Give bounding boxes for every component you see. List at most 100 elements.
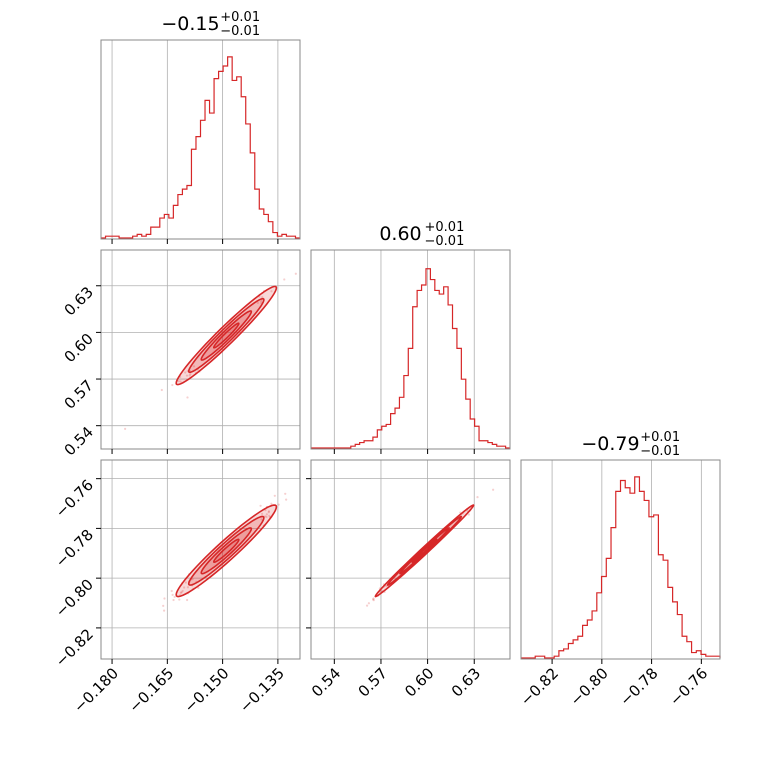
- sample-point: [171, 593, 174, 596]
- sample-point: [261, 512, 264, 515]
- joint-panel-1-2: 0.54 0.57 0.60 0.63: [306, 459, 511, 701]
- histogram-step-line: [521, 476, 721, 659]
- sample-point: [171, 383, 174, 387]
- sample-point: [192, 365, 196, 368]
- sample-point: [162, 609, 166, 612]
- sample-point: [185, 374, 189, 377]
- x-tick-label: −0.135: [236, 664, 288, 716]
- x-tick-label: −0.76: [666, 664, 711, 709]
- sample-point: [180, 591, 183, 594]
- joint-density: [124, 272, 297, 431]
- sample-point: [265, 515, 268, 519]
- x-tick-label: −0.180: [70, 664, 122, 716]
- sample-point: [372, 599, 375, 602]
- title-plus-error: +0.01: [425, 220, 465, 235]
- panel-border: [310, 459, 511, 660]
- sample-point: [181, 589, 184, 593]
- panel-background: [101, 40, 300, 239]
- density-contour: [212, 538, 240, 564]
- sample-point: [372, 597, 375, 600]
- panel-border: [520, 459, 721, 660]
- sample-point: [191, 578, 194, 581]
- sample-point: [260, 518, 263, 521]
- joint-panel-0-2: −0.180 −0.165 −0.150 −0.135 −0.82 −0.80−0.78 −…: [52, 459, 301, 716]
- panel-border: [310, 249, 511, 450]
- sample-point: [185, 598, 189, 602]
- sample-point: [163, 597, 166, 600]
- sample-point: [492, 488, 495, 491]
- x-tick-label: −0.78: [616, 664, 661, 709]
- parameter-title: −0.15: [161, 13, 219, 35]
- sample-point: [162, 604, 165, 607]
- density-contour: [187, 515, 265, 586]
- panel-background: [521, 460, 720, 659]
- parameter-title: −0.79: [581, 433, 639, 455]
- title-minus-error: −0.01: [220, 24, 260, 39]
- x-tick-label: 0.60: [401, 664, 437, 700]
- title-plus-error: +0.01: [220, 10, 260, 25]
- sample-point: [259, 300, 263, 303]
- x-tick-label: −0.150: [181, 664, 233, 716]
- sample-point: [256, 301, 259, 305]
- sample-point: [371, 598, 375, 601]
- x-tick-label: −0.80: [567, 664, 612, 709]
- sample-point: [467, 513, 470, 516]
- parameter-title: 0.60: [379, 223, 421, 245]
- histogram-step-line: [311, 268, 510, 449]
- y-tick-label: 0.57: [61, 376, 97, 412]
- title-value: 0.60: [379, 223, 421, 245]
- sample-point: [294, 272, 297, 275]
- panel-background: [311, 250, 510, 449]
- sample-point: [273, 494, 276, 497]
- sample-point: [259, 504, 262, 507]
- title-minus-error: −0.01: [425, 234, 465, 249]
- y-tick-label: 0.63: [61, 283, 97, 319]
- sample-point: [186, 586, 190, 589]
- histogram-panel-2: −0.82 −0.80 −0.78 −0.76: [517, 459, 721, 710]
- title-value: −0.79: [581, 433, 639, 455]
- sample-point: [183, 586, 186, 589]
- histogram-panel-0: [100, 39, 301, 244]
- y-tick-label: −0.78: [52, 526, 97, 571]
- x-tick-label: −0.82: [517, 664, 562, 709]
- joint-density: [162, 492, 288, 612]
- sample-point: [177, 379, 180, 383]
- sample-point: [270, 290, 273, 293]
- sample-point: [124, 427, 127, 431]
- sample-point: [173, 595, 176, 599]
- y-tick-label: −0.80: [52, 575, 97, 620]
- sample-point: [178, 598, 181, 601]
- panel-border: [100, 459, 301, 660]
- sample-point: [264, 515, 267, 518]
- sample-point: [285, 498, 288, 501]
- panel-background: [101, 460, 300, 659]
- sample-point: [184, 371, 187, 374]
- sample-point: [179, 380, 182, 383]
- sample-point: [261, 296, 264, 299]
- y-tick-label: 0.60: [61, 330, 97, 366]
- title-plus-error: +0.01: [640, 430, 680, 445]
- sample-point: [188, 374, 191, 377]
- sample-point: [184, 581, 187, 584]
- density-contour: [386, 515, 463, 587]
- sample-point: [284, 492, 287, 495]
- sample-point: [365, 604, 369, 607]
- x-tick-label: 0.54: [308, 664, 344, 700]
- y-tick-label: 0.54: [61, 423, 97, 459]
- sample-point: [189, 373, 192, 376]
- sample-point: [267, 510, 271, 513]
- joint-panel-0-1: 0.54 0.57 0.60 0.63: [61, 249, 301, 459]
- x-tick-label: 0.57: [355, 664, 391, 700]
- title-minus-error: −0.01: [640, 444, 680, 459]
- density-contour: [212, 322, 240, 349]
- y-tick-label: −0.76: [52, 476, 97, 521]
- sample-point: [170, 589, 173, 593]
- y-tick-label: −0.82: [52, 625, 97, 670]
- density-contour: [187, 297, 265, 374]
- sample-point: [283, 278, 286, 281]
- x-tick-label: 0.63: [448, 664, 484, 700]
- joint-density: [365, 488, 495, 607]
- sample-point: [277, 503, 280, 506]
- sample-point: [367, 602, 370, 605]
